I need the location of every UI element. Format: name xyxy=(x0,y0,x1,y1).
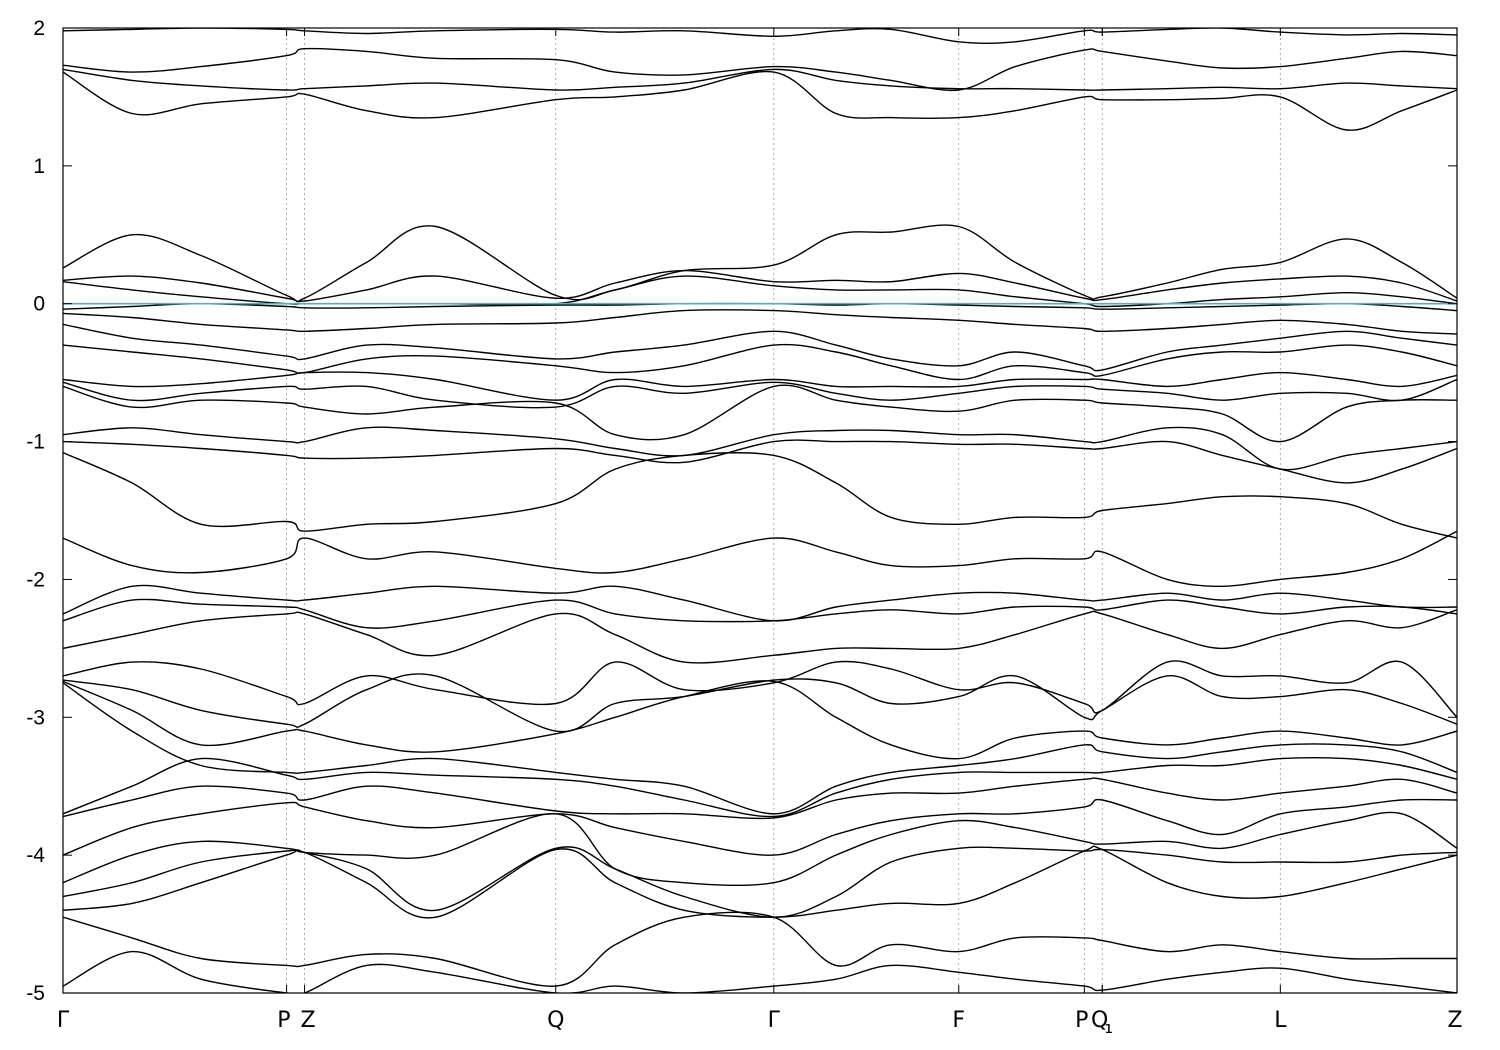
band-19 xyxy=(63,598,1457,629)
y-tick-label-2: 0 xyxy=(33,293,45,316)
kpoint-label-10: Z xyxy=(1447,1008,1462,1033)
y-tick-label-1: 1 xyxy=(33,155,45,178)
band-15 xyxy=(63,439,1457,484)
y-tick-label-5: -3 xyxy=(26,706,45,729)
band-30 xyxy=(63,845,1457,919)
band-32 xyxy=(63,950,1457,993)
kpoint-label-1: P xyxy=(277,1008,290,1033)
plot-frame xyxy=(62,27,1458,994)
band-10 xyxy=(63,343,1457,381)
kpoint-label-0: Γ xyxy=(57,1008,70,1033)
kpoint-label-7: Q xyxy=(1091,1008,1108,1033)
band-1 xyxy=(63,47,1457,92)
band-17 xyxy=(63,530,1457,588)
kpoint-label-2: Z xyxy=(301,1008,316,1033)
band-29 xyxy=(63,846,1457,918)
band-23 xyxy=(63,680,1457,760)
kpoint-label-3: Q xyxy=(547,1008,564,1033)
band-27 xyxy=(63,798,1457,856)
band-7 xyxy=(63,302,1457,312)
band-16 xyxy=(63,451,1457,539)
y-tick-label-3: -1 xyxy=(26,431,45,454)
band-3 xyxy=(63,70,1457,131)
band-lines xyxy=(63,28,1457,993)
x-axis: Γ P Z Q Γ F P Q₁ L Z xyxy=(57,28,1463,1039)
band-11 xyxy=(63,371,1457,401)
band-2 xyxy=(63,68,1457,91)
band-25 xyxy=(63,757,1457,818)
kpoint-label-9: L xyxy=(1274,1008,1287,1033)
y-tick-label-6: -4 xyxy=(26,844,45,867)
band-4 xyxy=(63,224,1457,303)
band-21 xyxy=(63,660,1457,718)
kpoint-label-8: ₁ xyxy=(1104,1014,1113,1039)
band-8 xyxy=(63,309,1457,335)
band-5 xyxy=(63,269,1457,303)
y-tick-label-4: -2 xyxy=(26,568,45,591)
band-9 xyxy=(63,323,1457,372)
band-24 xyxy=(63,682,1457,815)
band-22 xyxy=(63,673,1457,733)
y-tick-label-7: -5 xyxy=(26,982,45,1005)
band-13 xyxy=(63,384,1457,443)
band-20 xyxy=(63,609,1457,664)
band-28 xyxy=(63,811,1457,887)
vertical-grid xyxy=(286,28,1281,993)
y-tick-label-0: 2 xyxy=(33,17,45,40)
band-0 xyxy=(63,28,1457,44)
kpoint-label-5: F xyxy=(952,1008,965,1033)
band-14 xyxy=(63,426,1457,471)
band-12 xyxy=(63,378,1457,409)
band-18 xyxy=(63,584,1457,622)
band-26 xyxy=(63,777,1457,820)
y-axis: 2 1 0 -1 -2 -3 -4 -5 xyxy=(26,17,1457,1005)
band-31 xyxy=(63,911,1457,987)
kpoint-label-6: P xyxy=(1075,1008,1088,1033)
kpoint-label-4: Γ xyxy=(768,1008,781,1033)
